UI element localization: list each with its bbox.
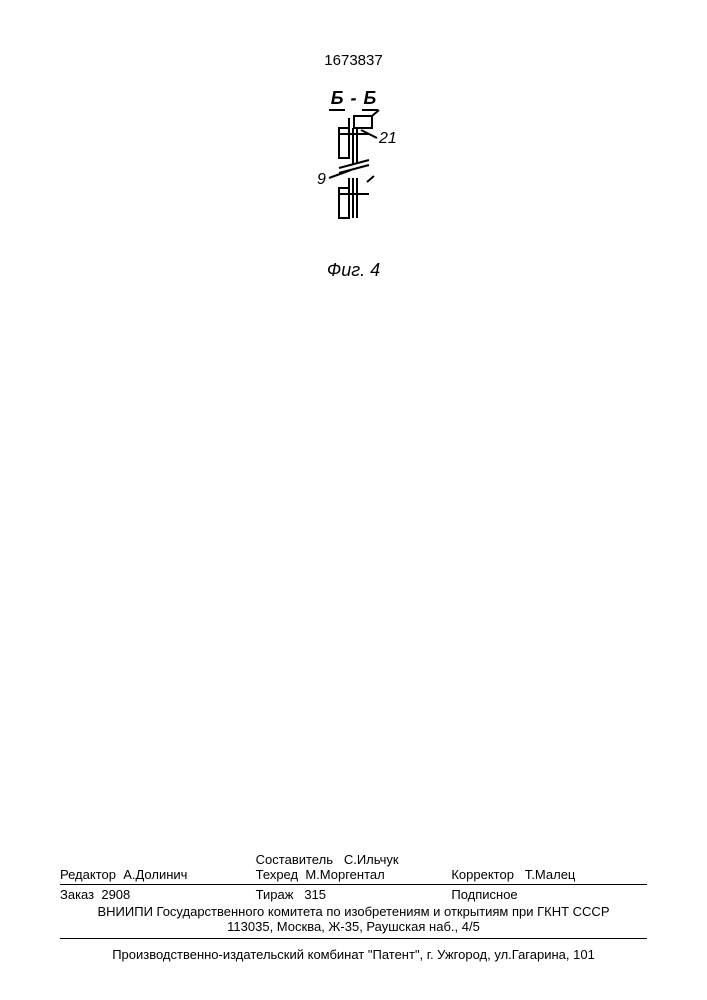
printrun-number: 315 [304,887,326,902]
techred-label: Техред [256,867,298,882]
subscription: Подписное [451,887,517,902]
order-number: 2908 [101,887,130,902]
editor-label: Редактор [60,867,116,882]
org-line1: ВНИИПИ Государственного комитета по изоб… [60,904,647,919]
footer-block: Редактор А.Долинич Составитель С.Ильчук … [60,852,647,962]
figure-label-21: 21 [378,130,397,147]
org-line2: 113035, Москва, Ж-35, Раушская наб., 4/5 [60,919,647,934]
org-lines: ВНИИПИ Государственного комитета по изоб… [60,904,647,939]
printrun-label: Тираж [256,887,294,902]
section-title-sep: - [351,88,357,108]
corrector-label: Корректор [451,867,514,882]
corrector-name: Т.Малец [525,867,576,882]
compiler-name: С.Ильчук [344,852,399,867]
figure-label-9: 9 [317,171,326,188]
order-label: Заказ [60,887,94,902]
figure-svg: 21 9 [279,108,429,258]
figure-caption: Фиг. 4 [0,260,707,281]
credits-row: Редактор А.Долинич Составитель С.Ильчук … [60,852,647,885]
techred-name: М.Моргентал [305,867,384,882]
printer-line: Производственно-издательский комбинат "П… [60,939,647,962]
order-row: Заказ 2908 Тираж 315 Подписное [60,885,647,904]
figure: 21 9 [0,108,707,263]
editor-name: А.Долинич [123,867,187,882]
compiler-label: Составитель [256,852,333,867]
patent-number: 1673837 [0,52,707,69]
